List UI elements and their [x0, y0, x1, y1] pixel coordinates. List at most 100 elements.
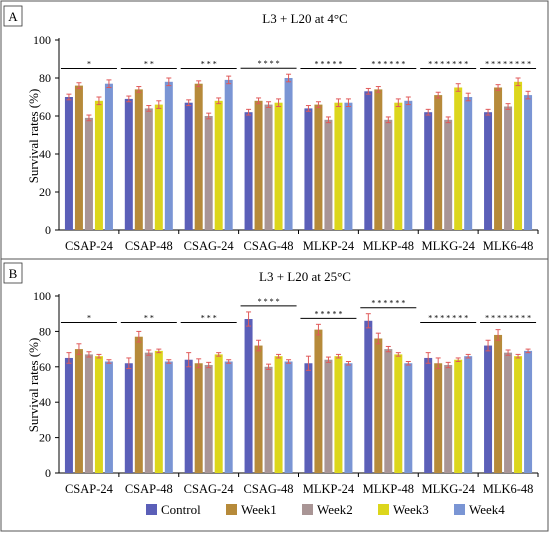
x-tick-label: CSAG-48 — [244, 482, 294, 496]
x-tick-label: MLKP-24 — [303, 482, 355, 496]
bar-control — [484, 345, 493, 473]
bar-week4 — [164, 81, 173, 230]
bar-week3 — [334, 356, 343, 473]
bar-week2 — [384, 349, 393, 473]
panel-a-ylabel: Survival rates (%) — [26, 89, 41, 184]
x-tick-label: MLK6-48 — [483, 239, 534, 253]
panel-a-label: A — [8, 9, 18, 24]
x-tick-label: CSAP-24 — [65, 482, 114, 496]
significance-label: * * — [144, 314, 154, 323]
panel-b-frame — [0, 258, 549, 532]
bar-week1 — [314, 329, 323, 473]
y-tick-label: 60 — [39, 360, 51, 374]
legend-label-week4: Week4 — [469, 502, 505, 517]
bar-week2 — [444, 365, 453, 473]
bar-week4 — [104, 83, 113, 230]
bar-week4 — [344, 102, 353, 230]
bar-week1 — [194, 363, 203, 473]
panel-b-ylabel: Survival rates (%) — [26, 338, 41, 433]
bar-week2 — [144, 352, 153, 473]
bar-week1 — [374, 338, 383, 473]
x-tick-label: CSAP-48 — [125, 482, 173, 496]
bar-week1 — [434, 95, 443, 230]
y-tick-label: 20 — [39, 185, 51, 199]
significance-label: * — [87, 314, 91, 323]
bar-week1 — [134, 336, 143, 473]
bar-week4 — [164, 361, 173, 473]
bar-control — [424, 112, 433, 230]
bar-week2 — [204, 365, 213, 473]
bar-control — [304, 363, 313, 473]
bar-week2 — [504, 106, 513, 230]
panel-b-label-box — [3, 262, 23, 284]
significance-label: * * * — [201, 314, 217, 323]
bar-week4 — [344, 363, 353, 473]
bar-week1 — [254, 100, 263, 230]
bar-week3 — [394, 354, 403, 473]
legend-swatch-week1 — [226, 504, 237, 515]
panel-a-label-box — [3, 5, 23, 27]
bar-week3 — [154, 350, 163, 473]
legend: Control Week1 Week2 Week3 Week4 — [146, 502, 505, 517]
bar-week3 — [214, 100, 223, 230]
bar-week1 — [494, 87, 503, 230]
bar-week2 — [444, 119, 453, 230]
bar-week3 — [394, 102, 403, 230]
bar-week4 — [224, 79, 233, 231]
bar-week4 — [284, 361, 293, 473]
bar-week3 — [514, 81, 523, 230]
bar-week4 — [224, 361, 233, 473]
bar-week3 — [274, 356, 283, 473]
bar-control — [364, 91, 373, 230]
y-tick-label: 40 — [39, 395, 51, 409]
significance-label: * * * * * * — [371, 60, 405, 69]
legend-label-week1: Week1 — [241, 502, 277, 517]
bar-control — [64, 97, 73, 230]
bar-week2 — [144, 108, 153, 230]
x-tick-label: MLKP-48 — [363, 239, 414, 253]
bar-week3 — [334, 102, 343, 230]
y-tick-label: 40 — [39, 147, 51, 161]
bar-week1 — [194, 83, 203, 230]
significance-label: * * * — [201, 60, 217, 69]
y-tick-label: 0 — [45, 466, 51, 480]
bar-week2 — [384, 119, 393, 230]
bar-week4 — [104, 361, 113, 473]
legend-swatch-week2 — [302, 504, 313, 515]
y-tick-label: 60 — [39, 109, 51, 123]
x-tick-label: CSAP-24 — [65, 239, 114, 253]
bar-week2 — [84, 117, 93, 230]
significance-label: * * * * * * * * — [485, 314, 531, 323]
y-tick-label: 100 — [33, 289, 51, 303]
panel-b-title: L3 + L20 at 25°C — [259, 269, 351, 284]
panel-b-plot: 0 20 40 60 80 100 CSAP-24 * CSAP-48 * * CSAG-24 * *… — [33, 289, 539, 496]
x-tick-label: CSAG-24 — [184, 239, 235, 253]
bar-week2 — [204, 116, 213, 230]
bar-control — [304, 108, 313, 230]
significance-label: * * * * * — [314, 309, 342, 318]
x-tick-label: CSAP-48 — [125, 239, 173, 253]
significance-label: * * * * — [258, 297, 280, 306]
bar-week2 — [504, 352, 513, 473]
bar-week3 — [274, 102, 283, 230]
y-tick-label: 80 — [39, 324, 51, 338]
x-tick-label: MLK6-48 — [483, 482, 534, 496]
bar-control — [364, 320, 373, 473]
bar-week1 — [74, 349, 83, 473]
bar-week2 — [324, 119, 333, 230]
legend-label-week2: Week2 — [317, 502, 353, 517]
significance-label: * * — [144, 60, 154, 69]
bar-week3 — [154, 104, 163, 230]
bar-week2 — [84, 354, 93, 473]
bar-control — [124, 363, 133, 473]
legend-swatch-week3 — [378, 504, 389, 515]
bar-week3 — [214, 354, 223, 473]
bar-week3 — [514, 356, 523, 473]
panel-a-plot: 0 20 40 60 80 100 CSAP-24 * CSAP-48 * * CSAG-24 * *… — [33, 33, 539, 253]
bar-week4 — [464, 97, 473, 230]
significance-label: * * * * * * * — [428, 60, 468, 69]
bar-week1 — [374, 89, 383, 231]
x-tick-label: MLKP-24 — [303, 239, 355, 253]
